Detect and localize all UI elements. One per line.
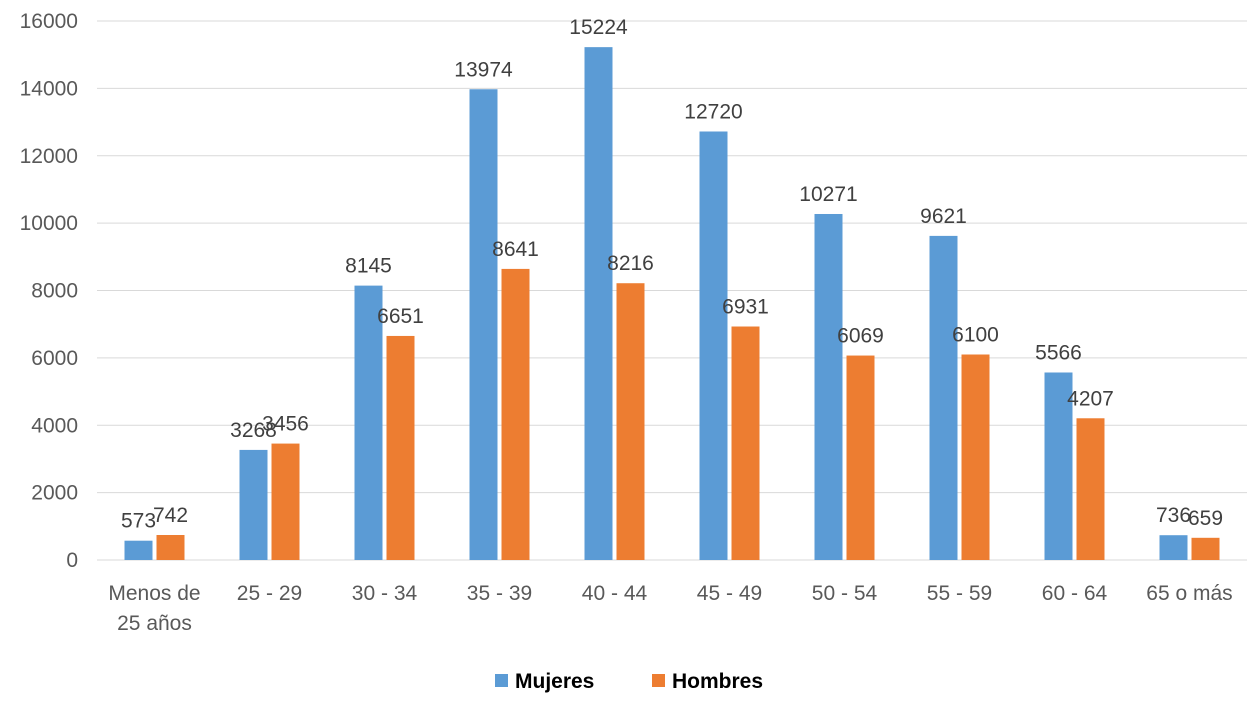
legend-label: Mujeres [515, 670, 594, 693]
data-label: 5566 [1035, 341, 1082, 364]
x-tick-label: 65 o más [1146, 582, 1232, 605]
data-label: 8145 [345, 255, 392, 278]
data-label: 659 [1188, 507, 1223, 530]
x-axis: Menos de 25 años 25 - 29 30 - 34 35 - 39 40 -… [108, 582, 1232, 635]
data-label: 8216 [607, 252, 654, 275]
y-tick-label: 16000 [20, 10, 78, 33]
x-tick-label: 35 - 39 [467, 582, 532, 605]
bar-hombres [271, 443, 300, 560]
data-label: 6069 [837, 325, 884, 348]
x-tick-label: Menos de [108, 582, 200, 605]
y-tick-label: 8000 [31, 280, 78, 303]
y-tick-label: 4000 [31, 414, 78, 437]
y-axis: 0 2000 4000 6000 8000 10000 12000 14000 16000 [20, 10, 78, 572]
x-tick-label: 40 - 44 [582, 582, 648, 605]
bar-mujeres [584, 47, 613, 561]
bar-mujeres [814, 213, 843, 561]
data-label: 6931 [722, 296, 769, 319]
data-label: 8641 [492, 238, 539, 261]
x-tick-label: 50 - 54 [812, 582, 878, 605]
x-tick-label: 45 - 49 [697, 582, 762, 605]
data-label: 736 [1156, 504, 1191, 527]
bar-hombres [386, 335, 415, 560]
data-label: 3268 [230, 419, 277, 442]
data-label: 10271 [799, 183, 857, 206]
x-tick-label: 60 - 64 [1042, 582, 1108, 605]
bar-mujeres [124, 540, 153, 560]
bar-hombres [961, 354, 990, 560]
x-tick-label: 30 - 34 [352, 582, 418, 605]
bar-mujeres [699, 131, 728, 560]
bar-hombres [156, 535, 185, 560]
bar-hombres [731, 326, 760, 560]
bar-mujeres [1044, 372, 1073, 560]
x-tick-label: 25 - 29 [237, 582, 302, 605]
legend-swatch [495, 674, 508, 687]
bar-mujeres [239, 449, 268, 560]
y-tick-label: 12000 [20, 145, 78, 168]
y-tick-label: 2000 [31, 482, 78, 505]
bar-hombres [501, 268, 530, 560]
data-label: 6651 [377, 305, 424, 328]
y-tick-label: 14000 [20, 77, 78, 100]
legend: Mujeres Hombres [495, 670, 763, 693]
data-label: 742 [153, 504, 188, 527]
data-label: 12720 [684, 100, 742, 123]
bar-mujeres [929, 235, 958, 560]
data-label: 13974 [454, 58, 513, 81]
bar-hombres [846, 355, 875, 560]
data-label: 4207 [1067, 387, 1114, 410]
bars [124, 47, 1220, 561]
y-tick-label: 10000 [20, 212, 78, 235]
data-label: 3456 [262, 413, 309, 436]
legend-swatch [652, 674, 665, 687]
bar-mujeres [469, 89, 498, 560]
data-label: 15224 [569, 16, 628, 39]
data-label: 9621 [920, 205, 967, 228]
data-label: 573 [121, 510, 156, 533]
legend-label: Hombres [672, 670, 763, 693]
bar-mujeres [354, 285, 383, 560]
data-label: 6100 [952, 324, 999, 347]
y-tick-label: 6000 [31, 347, 78, 370]
x-tick-label: 55 - 59 [927, 582, 992, 605]
bar-hombres [1191, 537, 1220, 560]
gridlines [97, 20, 1247, 561]
x-tick-label: 25 años [117, 612, 192, 635]
bar-hombres [1076, 418, 1105, 560]
bar-mujeres [1159, 535, 1188, 560]
y-tick-label: 0 [66, 549, 78, 572]
bar-hombres [616, 283, 645, 560]
